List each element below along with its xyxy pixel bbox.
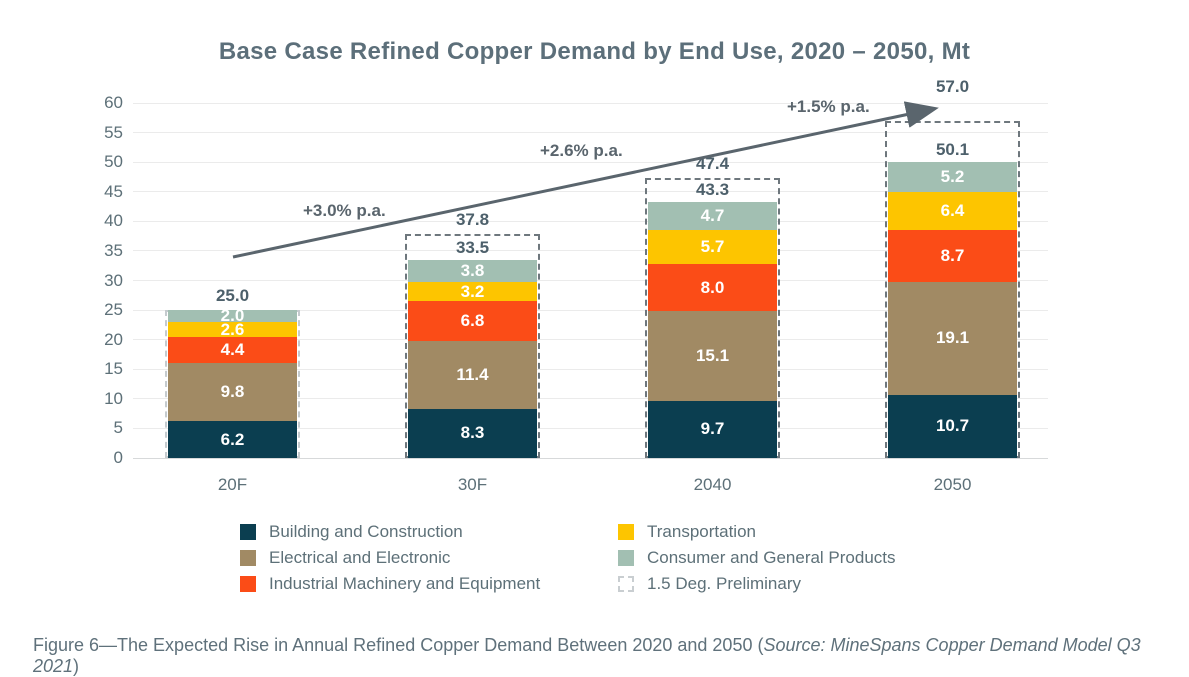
legend-item-building-and-construction: Building and Construction xyxy=(240,522,540,541)
preliminary-total-label: 25.0 xyxy=(215,286,250,306)
bar-segment-industrial-machinery-and-equipment: 8.0 xyxy=(648,263,777,312)
y-gridline xyxy=(133,368,1048,370)
y-gridline xyxy=(133,339,1048,341)
legend-label: Consumer and General Products xyxy=(647,548,896,567)
caption-text: Figure 6—The Expected Rise in Annual Ref… xyxy=(33,635,764,655)
bar-segment-transportation: 5.7 xyxy=(648,230,777,264)
y-axis-tick-label: 5 xyxy=(113,418,123,438)
bar-segment-consumer-and-general-products: 5.2 xyxy=(888,161,1017,193)
bar-segment-building-and-construction: 8.3 xyxy=(408,408,537,458)
bar-segment-transportation: 3.2 xyxy=(408,282,537,302)
legend-label: Building and Construction xyxy=(269,522,463,541)
y-gridline xyxy=(133,457,1048,459)
y-axis-tick-label: 20 xyxy=(104,329,123,349)
base-total-label: 50.1 xyxy=(935,139,970,159)
y-axis-tick-label: 40 xyxy=(104,211,123,231)
color-swatch-icon xyxy=(618,550,634,566)
y-axis-tick-label: 15 xyxy=(104,359,123,379)
y-axis-tick-label: 55 xyxy=(104,122,123,142)
y-axis-tick-label: 25 xyxy=(104,300,123,320)
x-axis-label-30f: 30F xyxy=(457,475,488,494)
legend-item-consumer-and-general-products: Consumer and General Products xyxy=(618,548,896,567)
bar-segment-building-and-construction: 9.7 xyxy=(648,400,777,458)
bar-segment-transportation: 6.4 xyxy=(888,192,1017,231)
y-gridline xyxy=(133,427,1048,429)
y-gridline xyxy=(133,102,1048,104)
bar-segment-electrical-and-electronic: 11.4 xyxy=(408,341,537,409)
bar-segment-building-and-construction: 10.7 xyxy=(888,394,1017,458)
legend-label: Industrial Machinery and Equipment xyxy=(269,574,541,593)
color-swatch-icon xyxy=(240,524,256,540)
y-gridline xyxy=(133,280,1048,281)
dashed-swatch-icon xyxy=(618,576,634,592)
legend-item-1-5-deg-preliminary: 1.5 Deg. Preliminary xyxy=(618,574,896,593)
growth-annotation-3: +1.5% p.a. xyxy=(787,97,870,116)
preliminary-total-label: 47.4 xyxy=(695,153,730,173)
bar-segment-building-and-construction: 6.2 xyxy=(168,421,297,458)
bar-segment-transportation: 2.6 xyxy=(168,320,297,339)
base-total-label: 43.3 xyxy=(695,179,730,199)
legend-item-industrial-machinery-and-equipment: Industrial Machinery and Equipment xyxy=(240,574,541,593)
plot-area: 0 5 10 15 20 25 30 35 40 45 50 55 60 6.2 9.8 4.4 2.6 2.0 2… xyxy=(104,77,1048,494)
y-gridline xyxy=(133,398,1048,400)
y-axis-tick-label: 60 xyxy=(104,93,123,112)
bar-2050: 10.7 19.1 8.7 6.4 5.2 xyxy=(888,161,1017,458)
bar-segment-industrial-machinery-and-equipment: 8.7 xyxy=(888,230,1017,282)
x-axis-label-2050: 2050 xyxy=(933,475,972,494)
color-swatch-icon xyxy=(240,576,256,592)
y-axis-tick-label: 10 xyxy=(104,388,123,408)
bar-segment-electrical-and-electronic: 15.1 xyxy=(648,311,777,401)
bar-20f: 6.2 9.8 4.4 2.6 2.0 xyxy=(168,306,297,458)
y-axis-tick-label: 30 xyxy=(104,270,123,290)
figure-caption: Figure 6—The Expected Rise in Annual Ref… xyxy=(33,635,1171,677)
chart-title: Base Case Refined Copper Demand by End U… xyxy=(218,38,971,65)
bar-segment-consumer-and-general-products: 4.7 xyxy=(648,202,777,231)
growth-annotation-1: +3.0% p.a. xyxy=(303,201,386,220)
y-axis-tick-label: 45 xyxy=(104,181,123,201)
preliminary-total-label: 57.0 xyxy=(935,76,970,96)
y-axis-tick-label: 0 xyxy=(113,448,123,467)
color-swatch-icon xyxy=(240,550,256,566)
legend-label: Transportation xyxy=(647,522,756,541)
base-total-label: 33.5 xyxy=(455,237,490,257)
bar-segment-consumer-and-general-products: 3.8 xyxy=(408,259,537,283)
color-swatch-icon xyxy=(618,524,634,540)
growth-annotation-2: +2.6% p.a. xyxy=(540,141,623,160)
legend-label: 1.5 Deg. Preliminary xyxy=(647,574,802,593)
legend-label: Electrical and Electronic xyxy=(269,548,451,567)
legend-column-right: Transportation Consumer and General Produ… xyxy=(618,522,896,593)
preliminary-total-label: 37.8 xyxy=(455,210,490,230)
x-axis-label-20f: 20F xyxy=(217,475,248,494)
y-gridline xyxy=(133,309,1048,311)
bar-segment-consumer-and-general-products: 2.0 xyxy=(168,306,297,325)
bar-segment-electrical-and-electronic: 19.1 xyxy=(888,281,1017,395)
caption-close: ) xyxy=(73,656,80,676)
bar-segment-industrial-machinery-and-equipment: 4.4 xyxy=(168,337,297,364)
y-axis-tick-label: 50 xyxy=(104,152,123,172)
caption-source: Source: MineSpans Copper Demand Model Q3… xyxy=(33,635,1141,676)
x-axis-label-2040: 2040 xyxy=(693,475,732,494)
legend-item-electrical-and-electronic: Electrical and Electronic xyxy=(240,548,540,567)
bar-30f: 8.3 11.4 6.8 3.2 3.8 xyxy=(408,259,537,458)
legend-item-transportation: Transportation xyxy=(618,522,896,541)
bar-segment-industrial-machinery-and-equipment: 6.8 xyxy=(408,301,537,342)
y-axis-tick-label: 35 xyxy=(104,240,123,260)
bar-segment-electrical-and-electronic: 9.8 xyxy=(168,363,297,422)
bar-2040: 9.7 15.1 8.0 5.7 4.7 xyxy=(648,202,777,458)
legend-column-left: Building and Construction Electrical and … xyxy=(240,522,541,593)
